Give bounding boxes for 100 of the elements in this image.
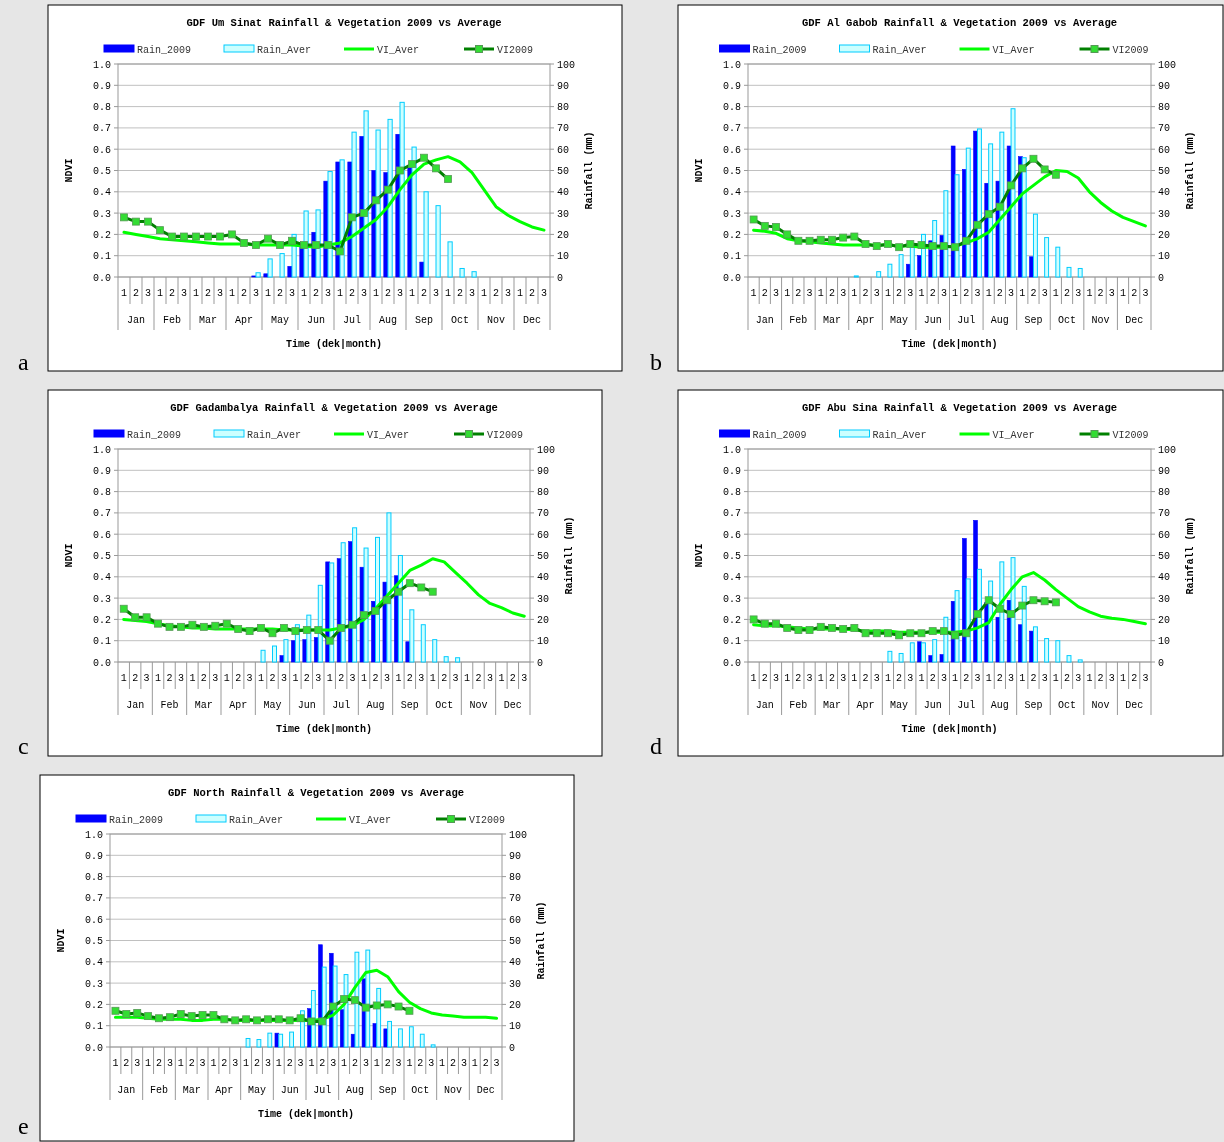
y-tick-label: 0.3 xyxy=(722,208,741,220)
y2-tick-label: 50 xyxy=(509,936,522,947)
y2-tick-label: 20 xyxy=(537,614,550,626)
x-tick-label: 3 xyxy=(840,673,847,684)
x-tick-label: 3 xyxy=(452,673,459,684)
bar xyxy=(274,1032,280,1048)
x-tick-label: 1 xyxy=(1120,673,1127,684)
text: Oct xyxy=(1058,700,1077,711)
text: Feb xyxy=(149,1085,169,1096)
x-axis-title: Time (dek|month) xyxy=(901,339,998,350)
bar xyxy=(279,253,285,278)
text: Feb xyxy=(789,700,808,711)
legend-label: VI2009 xyxy=(469,815,506,826)
x-tick-label: 2 xyxy=(528,288,536,299)
y2-tick-label: 50 xyxy=(557,166,570,177)
bar xyxy=(447,241,453,278)
bar xyxy=(443,656,449,663)
x-tick-label: 1 xyxy=(1052,673,1059,684)
text: Dec xyxy=(1125,315,1144,326)
x-tick-label: 1 xyxy=(228,288,236,299)
x-tick-label: 2 xyxy=(132,673,139,684)
y2-tick-label: 40 xyxy=(557,187,570,199)
bar xyxy=(1032,213,1038,278)
x-tick-label: 2 xyxy=(188,1058,195,1069)
x-tick-label: 3 xyxy=(362,1058,369,1069)
y-tick-label: 0.7 xyxy=(84,893,103,905)
x-tick-label: 3 xyxy=(974,673,981,684)
x-tick-label: 3 xyxy=(288,288,296,299)
x-tick-label: 1 xyxy=(210,1058,217,1069)
bar xyxy=(954,174,960,278)
x-tick-label: 3 xyxy=(166,1058,173,1069)
x-tick-label: 2 xyxy=(996,288,1003,299)
text: Oct xyxy=(411,1085,430,1096)
bar xyxy=(419,1033,425,1048)
y-axis-title: NDVI xyxy=(694,543,705,568)
bar xyxy=(291,640,296,663)
y2-tick-label: 20 xyxy=(1158,614,1171,626)
x-tick-label: 1 xyxy=(177,1058,184,1069)
x-tick-label: 3 xyxy=(1041,673,1048,684)
bar xyxy=(995,616,1001,663)
y-tick-label: 1.0 xyxy=(722,444,741,456)
text: Sep xyxy=(1024,315,1043,326)
y-tick-label: 0.5 xyxy=(722,551,741,562)
y-axis-title: NDVI xyxy=(64,158,75,183)
x-tick-label: 3 xyxy=(232,1058,239,1069)
text: May xyxy=(247,1085,267,1096)
x-tick-label: 3 xyxy=(396,288,404,299)
x-tick-label: 1 xyxy=(189,673,196,684)
bar xyxy=(917,641,922,663)
y2-tick-label: 60 xyxy=(557,144,570,156)
bar xyxy=(1010,108,1016,278)
x-tick-label: 2 xyxy=(417,1058,424,1069)
x-tick-label: 2 xyxy=(828,288,835,299)
bar xyxy=(375,129,381,278)
y2-tick-label: 70 xyxy=(1158,123,1171,135)
x-tick-label: 2 xyxy=(795,288,802,299)
y-tick-label: 0.4 xyxy=(92,572,111,584)
x-tick-label: 1 xyxy=(1086,673,1093,684)
text: Sep xyxy=(400,700,419,711)
x-tick-label: 3 xyxy=(418,673,425,684)
bar xyxy=(1029,630,1034,663)
legend-label: VI_Aver xyxy=(367,430,410,441)
bar xyxy=(976,128,982,278)
y-tick-label: 0.0 xyxy=(92,272,111,284)
y2-tick-label: 0 xyxy=(1158,657,1165,669)
text: a xyxy=(18,349,29,375)
y2-tick-label: 10 xyxy=(509,1021,522,1033)
bar xyxy=(887,263,893,278)
y2-tick-label: 40 xyxy=(1158,187,1171,199)
text: d xyxy=(650,733,662,759)
bar xyxy=(411,146,417,278)
bar xyxy=(1021,585,1027,663)
x-tick-label: 1 xyxy=(439,1058,446,1069)
y-tick-label: 0.7 xyxy=(92,508,111,520)
x-tick-label: 1 xyxy=(1019,288,1026,299)
y2-tick-label: 80 xyxy=(557,102,570,114)
bar xyxy=(283,639,289,663)
text: Aug xyxy=(378,315,398,326)
bar xyxy=(398,1028,403,1048)
x-tick-label: 2 xyxy=(1131,673,1138,684)
text: Nov xyxy=(486,315,506,326)
x-tick-label: 3 xyxy=(521,673,528,684)
bar xyxy=(255,272,261,278)
y-tick-label: 0.6 xyxy=(722,144,741,156)
y-tick-label: 0.3 xyxy=(92,593,111,605)
text: May xyxy=(270,315,290,326)
y2-tick-label: 60 xyxy=(537,529,550,541)
legend-label: Rain_Aver xyxy=(872,430,927,441)
bar xyxy=(932,639,938,663)
x-tick-label: 1 xyxy=(120,673,127,684)
bar xyxy=(387,118,393,278)
x-tick-label: 1 xyxy=(884,288,891,299)
x-tick-label: 2 xyxy=(348,288,356,299)
bar xyxy=(898,254,904,278)
text: Apr xyxy=(234,315,254,326)
x-tick-label: 1 xyxy=(112,1058,119,1069)
x-tick-label: 1 xyxy=(444,288,452,299)
line-series xyxy=(122,155,546,249)
x-tick-label: 1 xyxy=(985,288,992,299)
y-tick-label: 0.2 xyxy=(84,999,103,1011)
